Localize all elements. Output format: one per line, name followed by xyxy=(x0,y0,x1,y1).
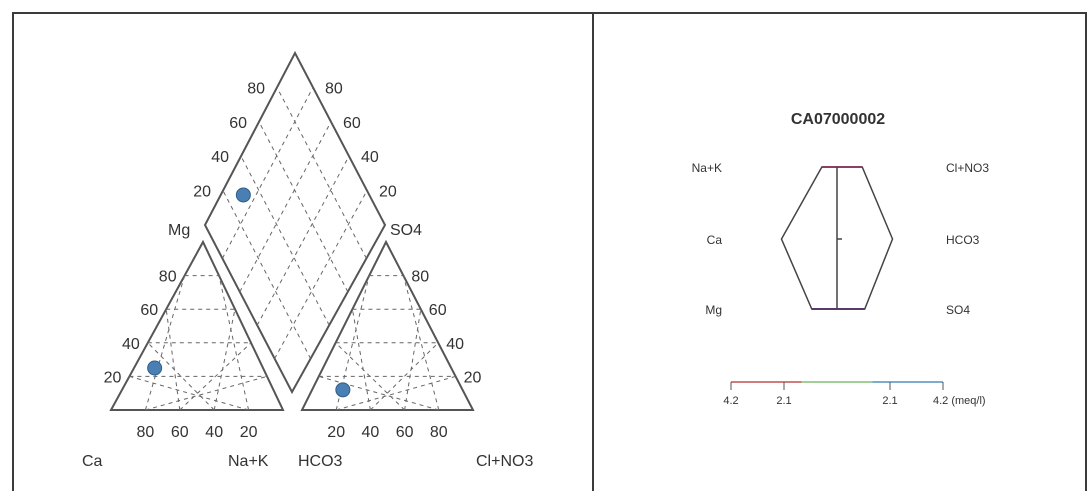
label-mg: Mg xyxy=(168,222,190,239)
anion-triangle-frame xyxy=(300,239,475,411)
anion-grid-line xyxy=(336,375,456,411)
diamond-sample-point xyxy=(235,187,251,203)
cation-ca-tick-label: 60 xyxy=(171,424,189,441)
anion-cl-tick-label: 60 xyxy=(396,424,414,441)
diamond-left-tick-label: 40 xyxy=(211,149,229,166)
anion-cl-tick-label: 80 xyxy=(430,424,448,441)
cation-triangle-frame xyxy=(109,239,285,411)
diamond-right-tick-label: 80 xyxy=(325,80,343,97)
anion-sample-point xyxy=(335,382,351,398)
diamond-grid-line xyxy=(256,155,350,326)
anion-so4-tick-label: 80 xyxy=(411,269,429,286)
diamond-left-tick-label: 80 xyxy=(247,80,265,97)
anion-grid-line xyxy=(402,275,440,411)
stiff-left-label-0: Na+K xyxy=(692,161,722,175)
diamond-frame xyxy=(203,50,387,395)
cation-grid-line xyxy=(165,309,181,411)
diamond-grid-line xyxy=(258,121,349,293)
cation-grid-line xyxy=(129,375,249,411)
label-nak: Na+K xyxy=(228,453,269,470)
stiff-right-label-0: Cl+NO3 xyxy=(946,161,989,175)
cation-sample-point xyxy=(147,360,163,376)
cation-mg-tick-label: 60 xyxy=(140,302,158,319)
stiff-scale-label-2: 2.1 xyxy=(882,395,897,407)
cation-ca-tick-label: 80 xyxy=(137,424,155,441)
anion-so4-tick-label: 40 xyxy=(446,336,464,353)
cation-mg-tick-label: 20 xyxy=(104,369,122,386)
anion-grid-line xyxy=(335,342,405,411)
diamond-right-tick-label: 40 xyxy=(361,149,379,166)
label-hco3: HCO3 xyxy=(298,453,343,470)
stiff-scale-label-1: 2.1 xyxy=(776,395,791,407)
figure-frame xyxy=(12,12,1087,491)
diamond-right-tick-label: 20 xyxy=(379,184,397,201)
diamond-grid-line xyxy=(240,155,330,326)
panel-divider xyxy=(592,12,594,491)
cation-grid-line xyxy=(145,375,268,411)
diamond-grid-line xyxy=(221,87,314,259)
anion-grid-line xyxy=(404,309,422,411)
stiff-title: CA07000002 xyxy=(791,111,885,128)
diamond-grid-line xyxy=(222,190,312,359)
cation-mg-tick-label: 40 xyxy=(122,336,140,353)
stiff-right-label-1: HCO3 xyxy=(946,233,980,247)
label-so4: SO4 xyxy=(390,222,422,239)
stiff-left-label-2: Mg xyxy=(705,303,722,317)
anion-so4-tick-label: 20 xyxy=(464,369,482,386)
stiff-left-label-1: Ca xyxy=(707,233,723,247)
anion-so4-tick-label: 60 xyxy=(429,302,447,319)
anion-grid-line xyxy=(351,309,371,411)
diamond-grid-line xyxy=(276,87,367,259)
cation-mg-tick-label: 80 xyxy=(159,269,177,286)
diamond-grid-line xyxy=(239,121,332,293)
label-ca: Ca xyxy=(82,453,103,470)
anion-cl-tick-label: 20 xyxy=(327,424,345,441)
cation-grid-line xyxy=(213,309,236,411)
cation-ca-tick-label: 40 xyxy=(205,424,223,441)
anion-cl-tick-label: 40 xyxy=(362,424,380,441)
cation-ca-tick-label: 20 xyxy=(240,424,258,441)
cation-grid-line xyxy=(218,275,250,411)
anion-grid-line xyxy=(335,275,370,411)
diamond-right-tick-label: 60 xyxy=(343,115,361,132)
diamond-grid-line xyxy=(274,190,368,359)
diamond-left-tick-label: 20 xyxy=(193,184,211,201)
stiff-scale-label-3: 4.2 (meq/l) xyxy=(933,395,986,407)
stiff-right-label-2: SO4 xyxy=(946,303,970,317)
cation-grid-line xyxy=(179,342,252,411)
label-clno3: Cl+NO3 xyxy=(476,453,533,470)
diamond-left-tick-label: 60 xyxy=(229,115,247,132)
stiff-scale-label-0: 4.2 xyxy=(723,395,738,407)
